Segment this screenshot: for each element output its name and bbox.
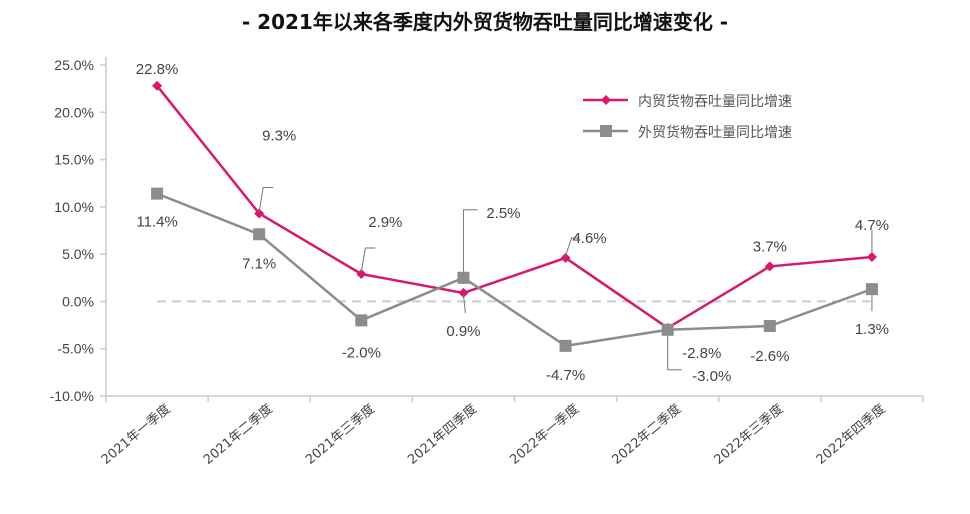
- data-label: 7.1%: [242, 255, 276, 272]
- data-label: -2.0%: [342, 344, 381, 361]
- data-point-diamond: [866, 251, 877, 262]
- leader-line: [565, 237, 580, 257]
- data-point-square: [253, 228, 266, 241]
- data-label: 3.7%: [753, 238, 787, 255]
- data-point-square: [457, 271, 470, 284]
- leader-line: [462, 209, 478, 272]
- leader-line: [258, 186, 274, 212]
- x-tick-label: 2022年四季度: [813, 401, 888, 468]
- series-line-1: [156, 85, 873, 330]
- data-point-diamond: [458, 287, 469, 298]
- leader-line: [667, 335, 682, 371]
- x-tick-label: 2021年二季度: [200, 401, 275, 468]
- series-line-2: [156, 192, 873, 348]
- x-tick-label: 2022年一季度: [507, 401, 582, 468]
- data-point-square: [355, 314, 368, 327]
- y-tick-label: 20.0%: [54, 104, 94, 120]
- y-tick-label: 15.0%: [54, 152, 94, 168]
- data-point-square: [151, 187, 164, 200]
- data-label: 22.8%: [136, 61, 179, 78]
- data-point-diamond: [356, 269, 367, 280]
- data-point-square: [763, 320, 776, 333]
- data-label: -3.0%: [692, 368, 731, 385]
- data-point-diamond: [560, 252, 571, 263]
- legend-label: 外贸货物吞吐量同比增速: [638, 124, 792, 141]
- chart-title: - 2021年以来各季度内外贸货物吞吐量同比增速变化 -: [241, 10, 729, 34]
- x-tick-label: 2021年一季度: [98, 401, 173, 468]
- data-label: 11.4%: [136, 214, 177, 231]
- legend-diamond-marker: [601, 95, 611, 105]
- y-tick-label: -10.0%: [50, 388, 94, 404]
- legend-square-marker: [600, 125, 612, 137]
- data-point-square: [559, 339, 572, 352]
- data-label: 2.5%: [486, 205, 520, 222]
- y-tick-label: 5.0%: [62, 246, 94, 262]
- x-tick-label: 2022年三季度: [711, 401, 786, 468]
- data-point-square: [661, 323, 674, 336]
- x-tick-label: 2021年三季度: [302, 401, 377, 468]
- data-point-diamond: [764, 261, 775, 272]
- y-tick-label: 25.0%: [54, 57, 94, 73]
- data-label: -4.7%: [546, 367, 585, 384]
- data-label: 4.6%: [572, 230, 606, 247]
- y-tick-label: -5.0%: [57, 341, 94, 357]
- y-tick-label: 10.0%: [54, 199, 94, 215]
- data-point-diamond: [254, 208, 265, 219]
- leader-line: [462, 294, 466, 313]
- data-label: 4.7%: [855, 217, 889, 234]
- data-label: 1.3%: [855, 321, 889, 338]
- data-label: -2.8%: [682, 345, 721, 362]
- leader-line: [360, 247, 376, 273]
- y-tick-label: 0.0%: [62, 293, 94, 309]
- x-tick-label: 2021年四季度: [405, 401, 480, 468]
- data-label: 2.9%: [368, 214, 402, 231]
- data-label: 9.3%: [262, 127, 296, 144]
- data-label: -2.6%: [750, 348, 789, 365]
- x-tick-label: 2022年二季度: [609, 401, 684, 468]
- data-point-square: [865, 283, 878, 296]
- data-point-diamond: [152, 80, 163, 91]
- data-label: 0.9%: [446, 323, 480, 340]
- legend-label: 内贸货物吞吐量同比增速: [638, 93, 792, 110]
